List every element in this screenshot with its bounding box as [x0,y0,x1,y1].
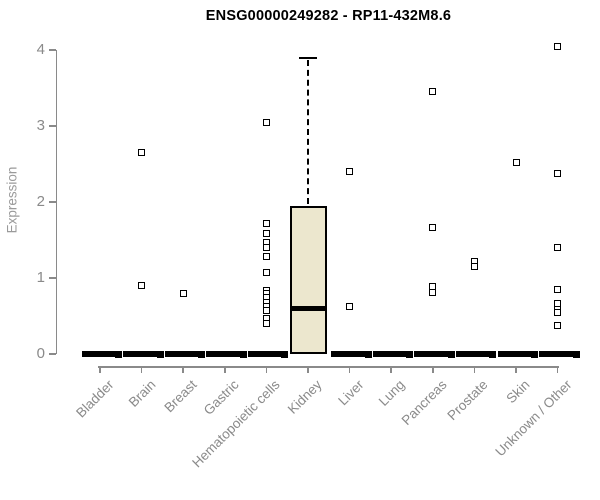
y-tick-label: 0 [36,345,45,362]
outlier-point [262,253,270,261]
y-tick-label: 1 [36,269,45,286]
outlier-point [554,285,562,293]
x-axis-tick [515,366,517,373]
x-axis-tick [556,366,559,373]
median-line [291,305,325,311]
outlier-point [138,282,146,290]
outlier-point [262,118,270,126]
y-axis-tick [49,125,56,127]
outlier-point [179,289,187,297]
x-axis-tick [140,366,143,373]
collapsed-box-median [123,351,161,357]
outlier-point [429,88,437,96]
zero-outlier-point [239,350,247,358]
zero-outlier-point [489,350,497,358]
x-axis-tick [307,366,309,373]
y-axis-line [55,50,57,354]
zero-outlier-point [115,350,122,358]
collapsed-box-median [414,351,452,357]
outlier-point [512,158,520,166]
zero-outlier-point [198,350,206,358]
outlier-point [262,219,270,227]
x-axis-line [98,366,559,368]
zero-outlier-point [156,350,164,358]
collapsed-box-median [497,351,535,357]
x-axis-tick [265,366,268,373]
zero-outlier-point [364,350,372,358]
outlier-point [554,170,562,178]
y-tick-label: 3 [36,117,45,134]
zero-outlier-point [531,350,538,358]
x-axis-tick [99,366,101,373]
outlier-point [138,149,146,157]
collapsed-box-median [372,351,410,357]
outlier-point [262,320,270,328]
outlier-point [470,263,478,271]
outlier-point [262,244,270,252]
collapsed-box-median [81,351,119,357]
outlier-point [262,269,270,277]
outlier-point [554,309,562,317]
outlier-point [262,230,270,238]
zero-outlier-point [447,350,455,358]
x-axis-tick [390,366,392,373]
collapsed-box-median [455,351,493,357]
whisker-cap [299,56,317,60]
outlier-point [346,168,354,176]
outlier-point [554,42,562,50]
outlier-point [554,321,562,329]
x-axis-tick [224,366,226,373]
chart-title: ENSG00000249282 - RP11-432M8.6 [205,8,452,24]
y-tick-label: 4 [36,41,45,58]
y-axis-tick [49,201,56,203]
outlier-point [429,223,437,231]
collapsed-box-median [247,351,285,357]
x-axis-tick [432,366,434,373]
collapsed-box-median [331,351,369,357]
y-axis-tick [49,49,56,51]
zero-outlier-point [281,350,289,358]
outlier-point [429,288,437,296]
y-axis-tick [49,277,56,279]
outlier-point [346,303,354,311]
y-tick-label: 2 [36,193,45,210]
y-axis-tick [49,353,56,355]
box-body [289,205,327,354]
x-axis-tick [473,366,476,373]
zero-outlier-point [406,350,414,358]
collapsed-box-median [164,351,202,357]
zero-outlier-point [572,350,580,358]
whisker-line [307,59,309,204]
x-axis-tick [348,366,351,373]
outlier-point [554,244,562,252]
outlier-point [262,307,270,315]
x-axis-tick [182,366,184,373]
collapsed-box-median [206,351,244,357]
collapsed-box-median [539,351,577,357]
